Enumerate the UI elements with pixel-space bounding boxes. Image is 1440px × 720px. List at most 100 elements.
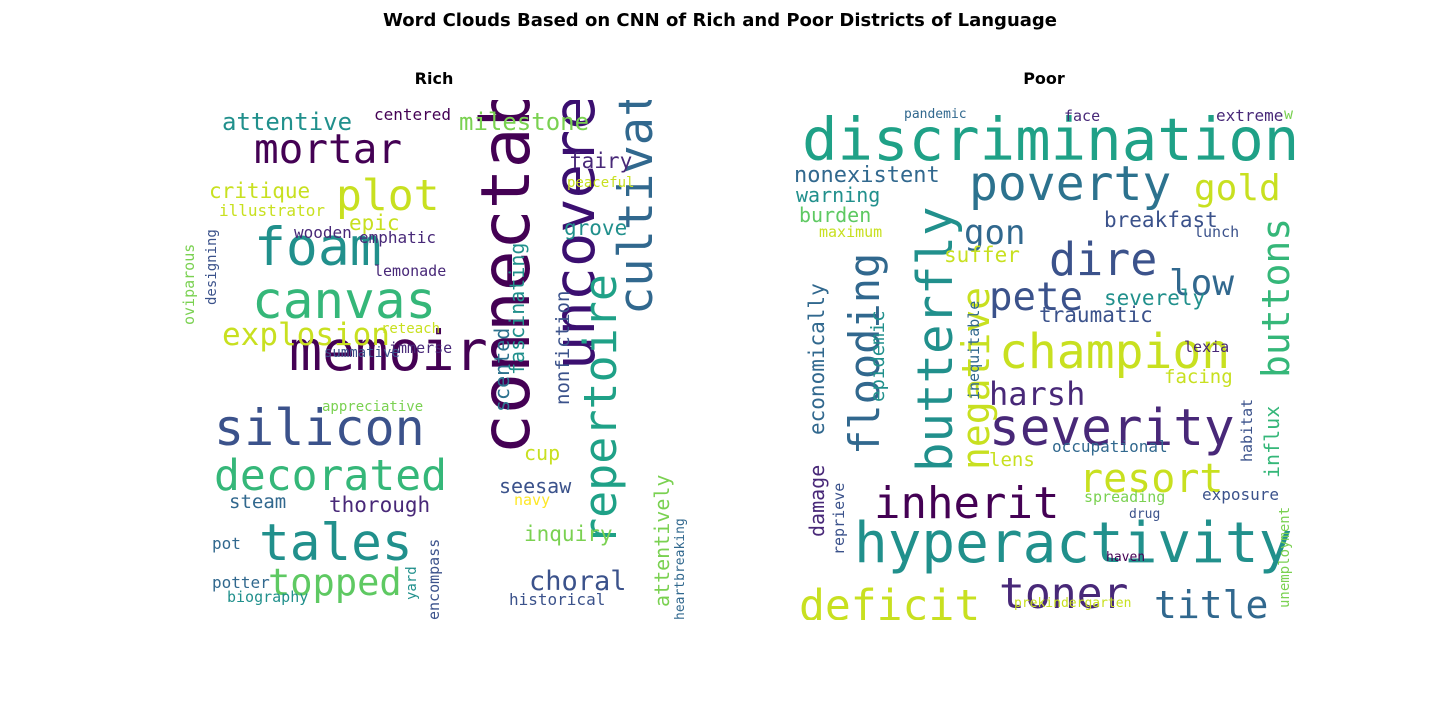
poor-word-gon: gon [964, 213, 1025, 253]
rich-word-grove: grove [564, 216, 627, 240]
poor-word-influx: influx [1260, 406, 1284, 478]
poor-word-severity: severity [989, 399, 1235, 458]
poor-word-low: low [1169, 263, 1234, 304]
rich-word-choral: choral [529, 566, 627, 597]
poor-word-nonexistent: nonexistent [794, 163, 940, 188]
rich-word-heartbreaking: heartbreaking [673, 518, 688, 620]
rich-word-fascinating: fascinating [505, 243, 529, 375]
rich-word-fairy: fairy [569, 149, 632, 173]
rich-word-uncovered: uncovered [542, 100, 608, 370]
rich-word-scented: scented [490, 328, 514, 412]
poor-word-deficit: deficit [799, 581, 980, 620]
poor-word-pete: pete [989, 275, 1083, 320]
poor-cloud-title: Poor [1023, 69, 1065, 88]
rich-word-navy: navy [514, 491, 550, 509]
poor-word-extreme: extreme [1216, 106, 1283, 125]
rich-word-attentively: attentively [650, 475, 674, 607]
rich-word-milestone: milestone [459, 108, 589, 136]
poor-word-unemployment: unemployment [1277, 507, 1293, 608]
poor-word-lens: lens [989, 449, 1035, 471]
poor-word-reprieve: reprieve [830, 483, 848, 555]
rich-word-peaceful: peaceful [567, 175, 634, 191]
poor-word-breakfast: breakfast [1104, 208, 1218, 232]
poor-word-exposure: exposure [1202, 485, 1279, 504]
rich-word-immerse: immerse [389, 339, 452, 357]
poor-word-inherit: inherit [874, 478, 1059, 529]
poor-word-champion: champion [999, 324, 1230, 380]
figure-title: Word Clouds Based on CNN of Rich and Poo… [382, 10, 1057, 31]
rich-word-emphatic: emphatic [359, 228, 436, 247]
rich-word-centered: centered [374, 105, 451, 124]
rich-word-potter: potter [212, 573, 270, 592]
rich-cloud-title: Rich [414, 69, 454, 88]
poor-word-gold: gold [1194, 168, 1281, 209]
poor-word-inequitable: inequitable [965, 301, 983, 400]
poor-word-poverty: poverty [969, 156, 1171, 212]
rich-word-topped: topped [268, 561, 402, 604]
poor-word-facing: facing [1164, 366, 1233, 388]
rich-word-biography: biography [227, 588, 308, 606]
poor-word-harsh: harsh [989, 375, 1085, 413]
rich-word-memoir: memoir [289, 319, 488, 383]
rich-word-decorated: decorated [214, 451, 447, 501]
rich-word-encompass: encompass [425, 539, 443, 620]
poor-word-occupational: occupational [1052, 437, 1168, 456]
rich-word-illustrator: illustrator [219, 201, 325, 220]
rich-word-foam: foam [254, 217, 382, 278]
poor-word-economically: economically [805, 283, 829, 435]
rich-word-appreciative: appreciative [322, 399, 423, 415]
rich-word-mortar: mortar [254, 125, 402, 173]
poor-word-lunch: lunch [1194, 223, 1239, 241]
poor-word-pandemic: pandemic [904, 107, 967, 122]
rich-word-cultivated: cultivated [609, 100, 664, 315]
rich-word-wooden: wooden [294, 223, 352, 242]
rich-word-tales: tales [259, 514, 413, 573]
rich-word-summative: summative [324, 345, 400, 361]
poor-word-haven: haven [1106, 550, 1145, 565]
rich-word-critique: critique [209, 179, 310, 203]
poor-word-drug: drug [1129, 507, 1160, 522]
poor-word-epidemic: epidemic [867, 310, 889, 402]
poor-word-w: w [1284, 105, 1294, 123]
poor-word-traumatic: traumatic [1039, 303, 1153, 327]
poor-word-face: face [1064, 107, 1100, 125]
rich-word-canvas: canvas [252, 272, 436, 331]
poor-word-lexia: lexia [1184, 338, 1229, 356]
poor-word-severely: severely [1104, 286, 1205, 310]
poor-word-resort: resort [1079, 456, 1224, 502]
poor-word-discrimination: discrimination [802, 105, 1299, 174]
poor-word-habitat: habitat [1238, 399, 1256, 462]
poor-word-flooding: flooding [840, 253, 889, 455]
rich-word-epic: epic [349, 211, 400, 235]
poor-word-suffer: suffer [944, 243, 1020, 267]
rich-word-thorough: thorough [329, 493, 430, 517]
rich-word-plot: plot [336, 171, 440, 221]
rich-word-nonfiction: nonfiction [552, 291, 574, 405]
rich-word-silicon: silicon [214, 399, 425, 457]
poor-word-cloud: discrimination hyperactivity severity butte… [794, 105, 1299, 620]
poor-word-title: title [1154, 583, 1268, 620]
rich-word-pot: pot [212, 534, 241, 553]
poor-word-warning: warning [796, 183, 880, 207]
poor-word-burden: burden [799, 203, 871, 227]
poor-word-spreading: spreading [1084, 488, 1165, 506]
rich-word-oviparous: oviparous [180, 244, 198, 325]
poor-word-negative: negative [954, 287, 998, 470]
rich-word-inquiry: inquiry [524, 522, 613, 546]
poor-word-maximum: maximum [819, 223, 882, 241]
poor-word-hyperactivity: hyperactivity [854, 511, 1292, 576]
rich-word-attentive: attentive [222, 108, 352, 136]
poor-word-damage: damage [805, 465, 829, 537]
rich-word-explosion: explosion [222, 317, 390, 353]
rich-word-seesaw: seesaw [499, 474, 572, 498]
rich-word-lemonade: lemonade [374, 262, 446, 280]
poor-word-butterfly: butterfly [907, 206, 964, 472]
rich-word-reteach: reteach [381, 321, 440, 337]
poor-word-dire: dire [1049, 233, 1157, 286]
rich-word-steam: steam [229, 491, 286, 513]
rich-word-connectable: connectable [467, 100, 546, 455]
poor-word-toner: toner [999, 569, 1128, 619]
rich-word-historical: historical [509, 590, 605, 609]
rich-word-designing: designing [204, 229, 220, 305]
